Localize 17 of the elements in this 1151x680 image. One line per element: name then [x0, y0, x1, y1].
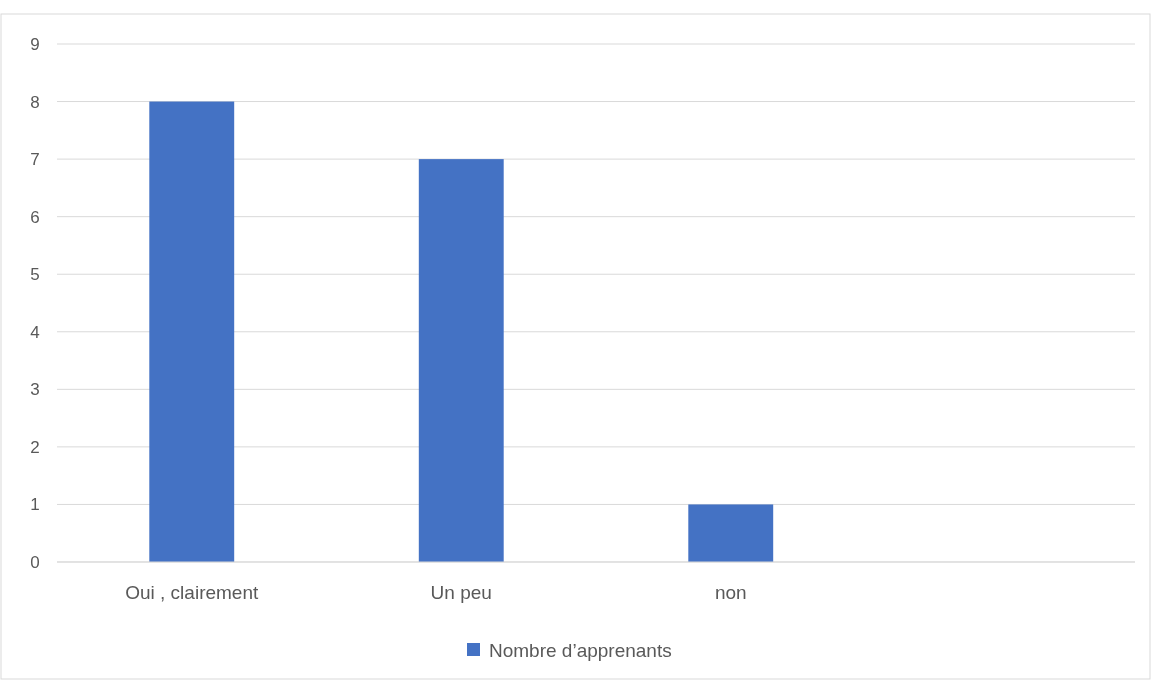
y-tick-label: 9: [30, 34, 40, 54]
y-tick-label: 8: [30, 92, 40, 112]
y-tick-label: 5: [30, 265, 40, 285]
bar: [418, 159, 504, 562]
y-tick-label: 7: [30, 150, 40, 170]
x-tick-label: non: [714, 582, 747, 603]
bar: [688, 504, 774, 562]
y-tick-label: 2: [30, 437, 40, 457]
y-tick-label: 6: [30, 207, 40, 227]
bar: [149, 101, 235, 562]
y-tick-label: 0: [30, 552, 40, 572]
x-tick-label: Oui , clairement: [125, 582, 259, 603]
x-tick-label: Un peu: [430, 582, 492, 603]
legend-label: Nombre d’apprenants: [489, 639, 672, 661]
y-tick-label: 1: [30, 495, 40, 515]
y-tick-label: 4: [30, 322, 40, 342]
y-tick-label: 3: [30, 380, 40, 400]
